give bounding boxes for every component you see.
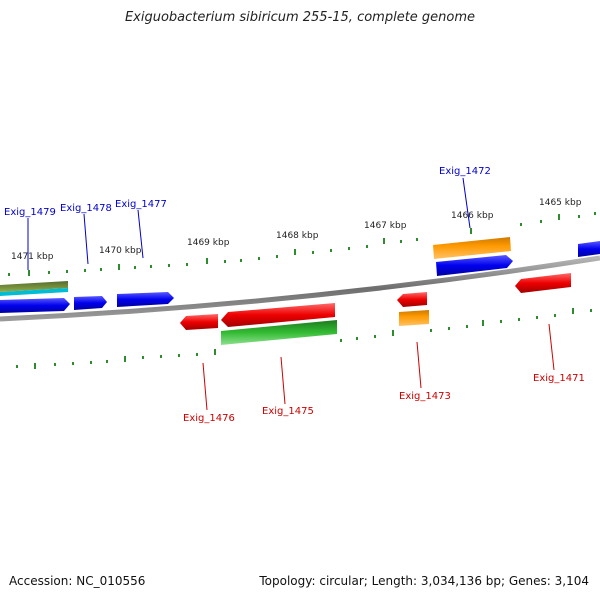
minus-leader-lines	[202, 323, 555, 411]
tick-label-1468: 1468 kbp	[276, 231, 319, 241]
label-exig-1479[interactable]: Exig_1479	[4, 207, 56, 218]
plus-leader-lines	[27, 177, 471, 270]
label-exig-1471[interactable]: Exig_1471	[533, 373, 585, 384]
gene-exig-1475[interactable]	[221, 320, 337, 345]
label-exig-1475[interactable]: Exig_1475	[262, 406, 314, 417]
label-exig-1477[interactable]: Exig_1477	[115, 199, 167, 210]
gene-right-edge[interactable]	[578, 241, 600, 257]
tick-label-1469: 1469 kbp	[187, 238, 230, 248]
gene-exig-1478[interactable]	[74, 296, 107, 310]
gene-exig-1479[interactable]	[0, 298, 70, 313]
gene-exig-1476[interactable]	[180, 314, 218, 330]
gene-exig-1471[interactable]	[515, 273, 571, 293]
gene-exig-1477[interactable]	[117, 292, 174, 307]
tick-label-1467: 1467 kbp	[364, 221, 407, 231]
lower-tick-track	[16, 308, 592, 369]
tick-label-1471: 1471 kbp	[11, 252, 54, 262]
label-exig-1472[interactable]: Exig_1472	[439, 166, 491, 177]
label-exig-1473[interactable]: Exig_1473	[399, 391, 451, 402]
tick-label-1466: 1466 kbp	[451, 211, 494, 221]
tick-label-1465: 1465 kbp	[539, 198, 582, 208]
genome-title: Exiguobacterium sibiricum 255-15, comple…	[124, 10, 476, 25]
genome-backbone	[0, 255, 600, 322]
gene-exig-1473-red[interactable]	[397, 292, 427, 307]
gene-exig-1472-orange[interactable]	[433, 237, 511, 259]
tick-label-1470: 1470 kbp	[99, 246, 142, 256]
genome-summary-text: Topology: circular; Length: 3,034,136 bp…	[259, 574, 589, 588]
gene-exig-1472[interactable]	[436, 255, 513, 276]
accession-text: Accession: NC_010556	[9, 574, 146, 588]
gene-exig-1479-olive[interactable]	[0, 281, 68, 296]
gene-exig-1475-red[interactable]	[221, 303, 335, 327]
label-exig-1476[interactable]: Exig_1476	[183, 413, 235, 424]
gene-exig-1473[interactable]	[399, 310, 429, 326]
upper-tick-track	[8, 212, 596, 276]
label-exig-1478[interactable]: Exig_1478	[60, 203, 112, 214]
